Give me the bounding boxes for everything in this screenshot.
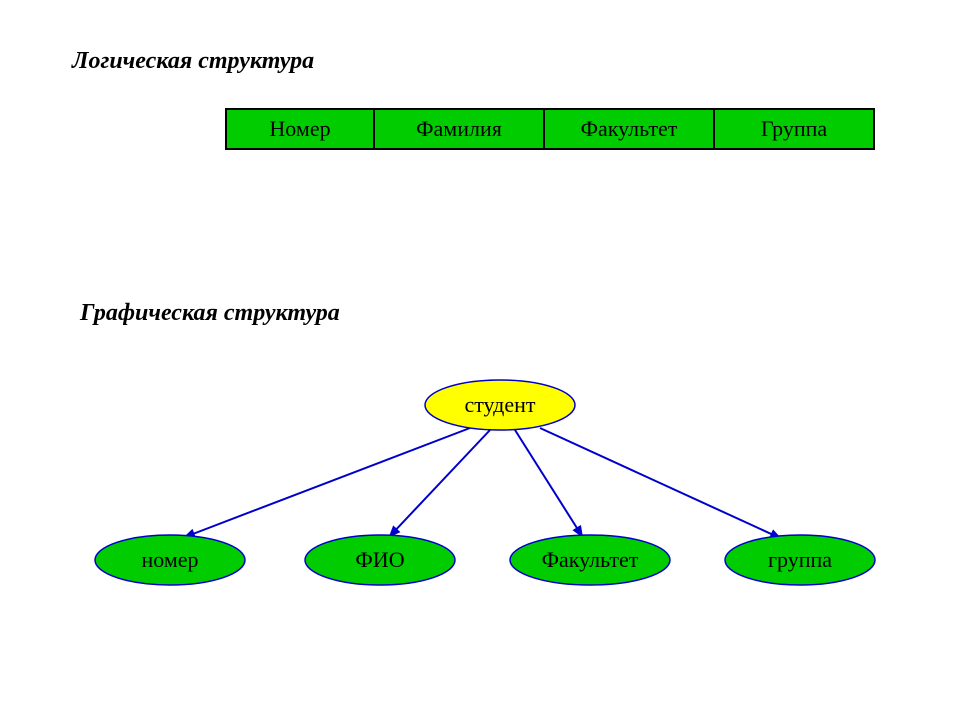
edge-1 <box>390 430 490 536</box>
node-child-3-label: группа <box>725 547 875 573</box>
edge-3 <box>540 428 780 538</box>
edge-2 <box>515 430 582 536</box>
node-child-2-label: Факультет <box>510 547 670 573</box>
node-child-0-label: номер <box>95 547 245 573</box>
edge-0 <box>185 428 470 537</box>
diagram-svg <box>0 0 960 720</box>
node-child-1-label: ФИО <box>305 547 455 573</box>
edges-group <box>185 428 780 538</box>
node-root-label: студент <box>425 392 575 418</box>
